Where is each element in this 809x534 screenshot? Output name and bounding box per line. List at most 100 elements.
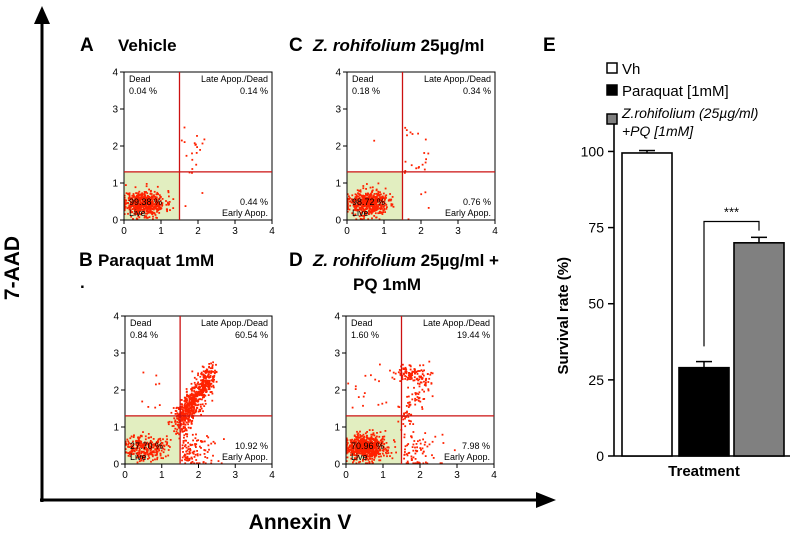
event-dot [184, 407, 187, 409]
event-dot [138, 443, 140, 446]
event-dot [362, 438, 365, 441]
event-dot [142, 200, 145, 203]
event-dot [424, 384, 427, 387]
event-dot [186, 449, 189, 452]
event-dot [353, 209, 356, 211]
event-dot [361, 443, 364, 446]
event-dot [373, 215, 376, 217]
event-dot [364, 458, 367, 461]
event-dot [184, 398, 187, 401]
event-dot [403, 433, 406, 436]
y-tick-label: 3 [113, 349, 119, 360]
y-tick-label: 4 [112, 68, 118, 79]
event-dot [196, 453, 199, 455]
event-dot [154, 454, 157, 457]
event-dot [128, 204, 131, 207]
event-dot [393, 439, 395, 441]
event-dot [376, 195, 378, 198]
event-dot [366, 457, 369, 460]
event-dot [189, 443, 192, 446]
event-dot [369, 449, 372, 451]
event-dot [199, 410, 202, 412]
event-dot [177, 423, 180, 426]
event-dot [149, 440, 152, 442]
event-dot [362, 451, 364, 454]
event-dot [358, 197, 361, 200]
event-dot [365, 193, 367, 196]
event-dot [352, 446, 354, 449]
panel-b-dot: . [80, 273, 85, 292]
event-dot [153, 212, 156, 215]
event-dot [160, 457, 163, 459]
event-dot [348, 445, 351, 447]
event-dot [408, 373, 411, 376]
event-dot [158, 212, 161, 214]
event-dot [346, 193, 349, 196]
event-dot [375, 203, 378, 205]
event-dot [205, 390, 208, 393]
event-dot [376, 432, 378, 434]
event-dot [207, 388, 210, 391]
event-dot [137, 211, 140, 213]
event-dot [176, 432, 179, 434]
event-dot [381, 204, 384, 206]
event-dot [186, 401, 188, 404]
event-dot [418, 375, 421, 378]
event-dots [123, 126, 206, 221]
event-dot [367, 218, 370, 221]
event-dot [371, 210, 374, 212]
event-dot [187, 448, 190, 450]
event-dot [368, 462, 371, 465]
event-dot [151, 196, 154, 199]
event-dot [379, 453, 381, 455]
event-dot [147, 205, 150, 207]
event-dot [403, 436, 406, 439]
event-dot [372, 443, 375, 445]
event-dot [203, 393, 206, 396]
event-dot [132, 193, 135, 195]
event-dot [213, 376, 215, 379]
event-dot [367, 450, 370, 453]
event-dot [193, 400, 196, 403]
event-dot [360, 451, 363, 453]
event-dot [411, 374, 414, 377]
event-dot [373, 204, 376, 207]
event-dot [365, 199, 367, 201]
event-dot [414, 393, 417, 396]
event-dot [366, 443, 369, 446]
event-dot [193, 399, 196, 402]
event-dot [361, 437, 364, 440]
event-dot [354, 438, 356, 441]
event-dot [127, 440, 130, 443]
event-dot [372, 201, 374, 204]
quadrant-live-label: Live [129, 208, 146, 218]
event-dot [399, 372, 402, 375]
event-dot [176, 406, 178, 409]
event-dot [380, 205, 383, 208]
event-dot [128, 446, 131, 448]
event-dot [414, 399, 416, 402]
event-dot [202, 391, 205, 394]
event-dot [158, 197, 161, 200]
event-dot [185, 388, 188, 390]
event-dot [184, 458, 186, 461]
event-dot [203, 449, 206, 451]
event-dot [181, 427, 183, 430]
event-dot [368, 455, 371, 458]
event-dot [146, 447, 149, 450]
event-dot [371, 208, 374, 211]
event-dot [150, 196, 152, 199]
event-dot [199, 405, 202, 408]
event-dot [151, 201, 154, 204]
event-dot [409, 368, 412, 371]
event-dot [357, 209, 360, 212]
event-dot [379, 199, 382, 201]
event-dot [139, 193, 142, 196]
event-dot [211, 399, 214, 402]
event-dot [370, 433, 373, 436]
event-dot [132, 446, 135, 449]
quadrant-live-label: Live [130, 452, 147, 462]
event-dot [375, 202, 378, 204]
